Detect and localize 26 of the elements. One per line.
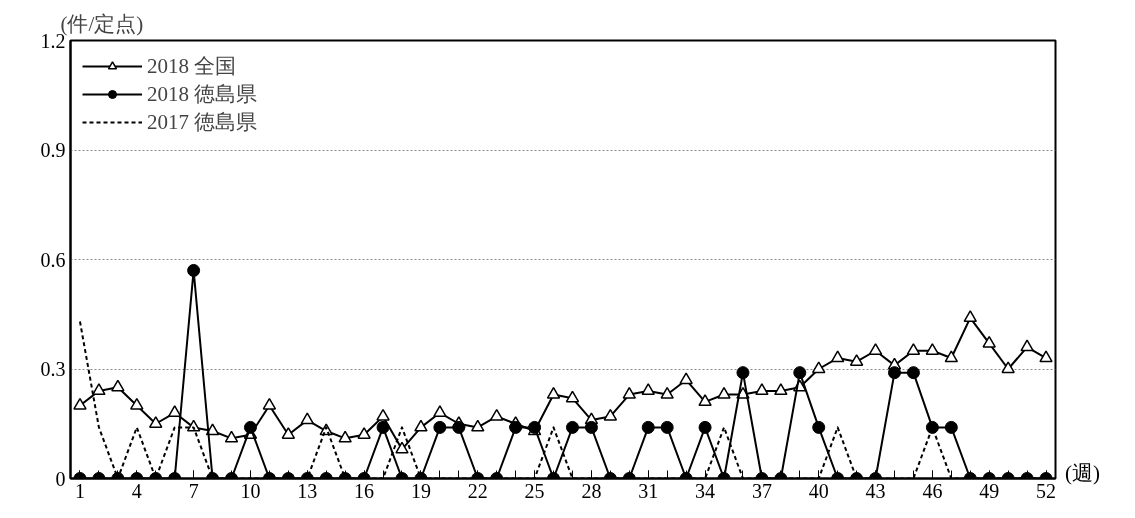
x-tick-label: 22 — [467, 479, 488, 502]
x-tick-label: 40 — [808, 479, 829, 502]
x-tick-label: 49 — [979, 479, 1000, 502]
legend-label: 2018 徳島県 — [147, 81, 258, 108]
x-tick-label: 43 — [865, 479, 886, 502]
legend-label: 2018 全国 — [147, 53, 237, 80]
x-tick-label: 34 — [695, 479, 716, 502]
y-tick-label: 0.9 — [40, 139, 66, 161]
x-tick-label: 13 — [297, 479, 318, 502]
legend-label: 2017 徳島県 — [147, 109, 258, 136]
x-axis-title: (週) — [1065, 460, 1100, 487]
x-tick-label: 28 — [581, 479, 602, 502]
x-tick-label: 25 — [524, 479, 545, 502]
x-tick-label: 10 — [240, 479, 261, 502]
x-tick-label: 19 — [410, 479, 431, 502]
y-tick-label: 0.3 — [40, 358, 66, 380]
x-tick-label: 37 — [751, 479, 772, 502]
x-tick-label: 1 — [74, 479, 85, 502]
x-tick-label: 4 — [131, 479, 142, 502]
x-tick-label: 16 — [354, 479, 375, 502]
y-tick-label: 0 — [55, 467, 66, 490]
x-tick-label: 7 — [188, 479, 199, 502]
x-tick-label: 46 — [922, 479, 943, 502]
x-tick-label: 31 — [638, 479, 659, 502]
y-tick-label: 0.6 — [40, 248, 66, 271]
x-tick-label: 52 — [1036, 479, 1057, 502]
